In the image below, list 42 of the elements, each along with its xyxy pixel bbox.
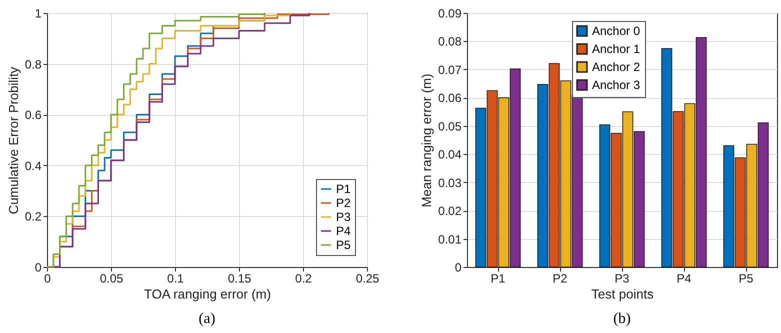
y-tick-label: 0.05 (438, 119, 462, 134)
legend-label: Anchor 3 (592, 78, 640, 92)
y-tick-label: 0 (454, 260, 462, 274)
x-axis-title: Test points (591, 286, 654, 302)
y-tick-label: 0.2 (24, 210, 42, 224)
y-tick-label: 0.6 (24, 108, 42, 122)
x-tick-label: P1 (490, 272, 506, 286)
x-tick-label: P4 (676, 272, 692, 286)
x-tick-label: P3 (614, 272, 630, 286)
x-tick-label: 0 (44, 272, 52, 286)
legend-label: P3 (336, 210, 352, 224)
y-tick-label: 1 (34, 6, 42, 20)
x-tick-label: 0.05 (100, 272, 124, 286)
legend-label: Anchor 0 (592, 24, 640, 38)
legend-label: P2 (336, 196, 352, 210)
x-axis-title: TOA ranging error (m) (144, 286, 271, 302)
y-tick-label: 0.8 (24, 57, 42, 72)
legend-label: P1 (336, 182, 352, 196)
legend-label: P4 (336, 224, 352, 238)
y-tick-label: 0.06 (438, 91, 462, 106)
y-tick-label: 0.01 (438, 232, 462, 246)
legend-label: P5 (336, 238, 352, 252)
text: (b) (613, 311, 631, 327)
y-tick-label: 0.02 (438, 204, 462, 218)
y-tick-label: 0.04 (438, 148, 462, 162)
x-tick-label: 0.1 (167, 272, 184, 286)
y-axis-title: Mean ranging error (m) (419, 74, 434, 208)
x-tick-label: 0.15 (228, 272, 252, 286)
x-tick-label: P2 (552, 272, 568, 286)
y-tick-label: 0.03 (438, 176, 462, 190)
x-tick-label: P5 (738, 272, 754, 286)
x-tick-label: 0.25 (356, 272, 380, 286)
y-tick-label: 0.09 (438, 6, 462, 20)
y-tick-label: 0.4 (24, 158, 42, 173)
y-axis-title: Cumulative Error Probility (6, 66, 21, 214)
y-tick-label: 0.08 (438, 34, 462, 49)
legend-label: Anchor 1 (592, 42, 640, 56)
y-tick-label: 0 (34, 260, 42, 274)
y-tick-label: 0.07 (438, 62, 462, 77)
legend-label: Anchor 2 (592, 60, 640, 74)
x-tick-label: 0.2 (295, 272, 312, 286)
text: (a) (198, 311, 216, 327)
